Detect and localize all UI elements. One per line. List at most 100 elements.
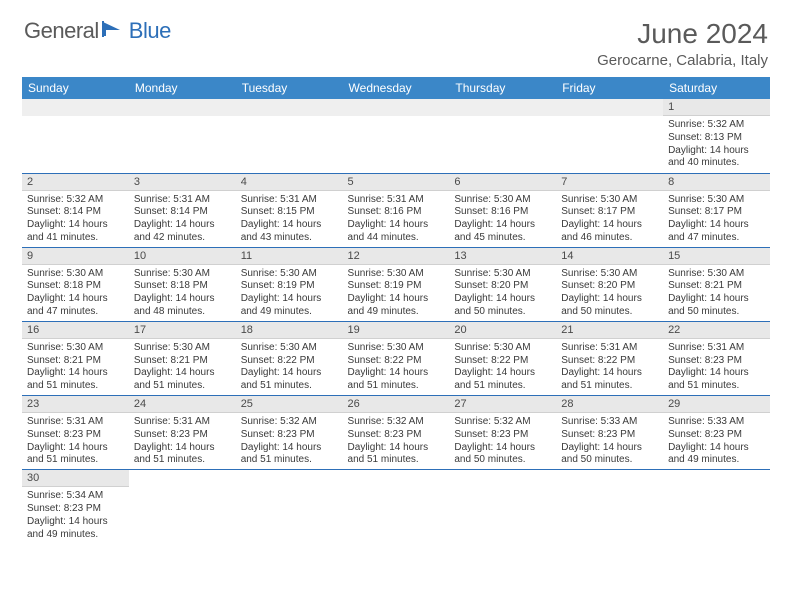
calendar-cell: 28Sunrise: 5:33 AMSunset: 8:23 PMDayligh… — [556, 396, 663, 470]
day-number: 2 — [22, 174, 129, 191]
day-details: Sunrise: 5:30 AMSunset: 8:21 PMDaylight:… — [663, 265, 770, 321]
day-number: 13 — [449, 248, 556, 265]
day-details: Sunrise: 5:32 AMSunset: 8:14 PMDaylight:… — [22, 191, 129, 247]
day-number: 3 — [129, 174, 236, 191]
calendar-cell: 12Sunrise: 5:30 AMSunset: 8:19 PMDayligh… — [343, 247, 450, 321]
day-number: 9 — [22, 248, 129, 265]
day-number: 4 — [236, 174, 343, 191]
calendar-cell: 15Sunrise: 5:30 AMSunset: 8:21 PMDayligh… — [663, 247, 770, 321]
calendar-head: SundayMondayTuesdayWednesdayThursdayFrid… — [22, 77, 770, 99]
day-number: 25 — [236, 396, 343, 413]
calendar-cell — [449, 470, 556, 544]
calendar-table: SundayMondayTuesdayWednesdayThursdayFrid… — [22, 77, 770, 544]
calendar-cell: 6Sunrise: 5:30 AMSunset: 8:16 PMDaylight… — [449, 173, 556, 247]
day-details: Sunrise: 5:33 AMSunset: 8:23 PMDaylight:… — [663, 413, 770, 469]
day-details: Sunrise: 5:30 AMSunset: 8:16 PMDaylight:… — [449, 191, 556, 247]
calendar-cell — [129, 99, 236, 173]
weekday-header: Saturday — [663, 77, 770, 99]
calendar-cell — [22, 99, 129, 173]
day-number: 28 — [556, 396, 663, 413]
calendar-cell: 8Sunrise: 5:30 AMSunset: 8:17 PMDaylight… — [663, 173, 770, 247]
day-number: 11 — [236, 248, 343, 265]
calendar-row: 9Sunrise: 5:30 AMSunset: 8:18 PMDaylight… — [22, 247, 770, 321]
day-details: Sunrise: 5:30 AMSunset: 8:18 PMDaylight:… — [129, 265, 236, 321]
day-details: Sunrise: 5:31 AMSunset: 8:23 PMDaylight:… — [22, 413, 129, 469]
day-number: 17 — [129, 322, 236, 339]
day-number: 21 — [556, 322, 663, 339]
day-details: Sunrise: 5:30 AMSunset: 8:17 PMDaylight:… — [663, 191, 770, 247]
day-number: 22 — [663, 322, 770, 339]
calendar-cell: 14Sunrise: 5:30 AMSunset: 8:20 PMDayligh… — [556, 247, 663, 321]
calendar-cell: 22Sunrise: 5:31 AMSunset: 8:23 PMDayligh… — [663, 321, 770, 395]
calendar-cell: 23Sunrise: 5:31 AMSunset: 8:23 PMDayligh… — [22, 396, 129, 470]
day-details: Sunrise: 5:31 AMSunset: 8:14 PMDaylight:… — [129, 191, 236, 247]
calendar-cell — [343, 99, 450, 173]
location: Gerocarne, Calabria, Italy — [597, 52, 768, 69]
calendar-cell — [129, 470, 236, 544]
calendar-cell: 26Sunrise: 5:32 AMSunset: 8:23 PMDayligh… — [343, 396, 450, 470]
weekday-header: Friday — [556, 77, 663, 99]
day-details: Sunrise: 5:32 AMSunset: 8:23 PMDaylight:… — [343, 413, 450, 469]
day-number: 30 — [22, 470, 129, 487]
calendar-cell — [236, 470, 343, 544]
calendar-cell: 4Sunrise: 5:31 AMSunset: 8:15 PMDaylight… — [236, 173, 343, 247]
day-details: Sunrise: 5:31 AMSunset: 8:16 PMDaylight:… — [343, 191, 450, 247]
day-number: 16 — [22, 322, 129, 339]
calendar-cell — [556, 470, 663, 544]
day-number: 18 — [236, 322, 343, 339]
day-number: 10 — [129, 248, 236, 265]
flag-icon — [102, 19, 126, 44]
day-number: 7 — [556, 174, 663, 191]
title-block: June 2024 Gerocarne, Calabria, Italy — [597, 18, 768, 69]
calendar-cell: 20Sunrise: 5:30 AMSunset: 8:22 PMDayligh… — [449, 321, 556, 395]
day-details: Sunrise: 5:30 AMSunset: 8:21 PMDaylight:… — [22, 339, 129, 395]
calendar-cell: 18Sunrise: 5:30 AMSunset: 8:22 PMDayligh… — [236, 321, 343, 395]
day-number: 23 — [22, 396, 129, 413]
calendar-row: 30Sunrise: 5:34 AMSunset: 8:23 PMDayligh… — [22, 470, 770, 544]
logo: General Blue — [24, 18, 171, 44]
calendar-cell: 13Sunrise: 5:30 AMSunset: 8:20 PMDayligh… — [449, 247, 556, 321]
day-details: Sunrise: 5:31 AMSunset: 8:23 PMDaylight:… — [129, 413, 236, 469]
calendar-cell: 10Sunrise: 5:30 AMSunset: 8:18 PMDayligh… — [129, 247, 236, 321]
day-number: 24 — [129, 396, 236, 413]
weekday-header: Monday — [129, 77, 236, 99]
calendar-cell: 2Sunrise: 5:32 AMSunset: 8:14 PMDaylight… — [22, 173, 129, 247]
day-details: Sunrise: 5:30 AMSunset: 8:19 PMDaylight:… — [343, 265, 450, 321]
day-details: Sunrise: 5:34 AMSunset: 8:23 PMDaylight:… — [22, 487, 129, 543]
day-number: 5 — [343, 174, 450, 191]
weekday-header: Thursday — [449, 77, 556, 99]
day-details: Sunrise: 5:30 AMSunset: 8:22 PMDaylight:… — [236, 339, 343, 395]
weekday-header: Tuesday — [236, 77, 343, 99]
calendar-body: 1Sunrise: 5:32 AMSunset: 8:13 PMDaylight… — [22, 99, 770, 544]
day-details: Sunrise: 5:31 AMSunset: 8:23 PMDaylight:… — [663, 339, 770, 395]
calendar-cell — [449, 99, 556, 173]
day-number: 26 — [343, 396, 450, 413]
calendar-row: 16Sunrise: 5:30 AMSunset: 8:21 PMDayligh… — [22, 321, 770, 395]
day-details: Sunrise: 5:30 AMSunset: 8:20 PMDaylight:… — [556, 265, 663, 321]
day-number: 8 — [663, 174, 770, 191]
calendar-cell: 9Sunrise: 5:30 AMSunset: 8:18 PMDaylight… — [22, 247, 129, 321]
calendar-row: 1Sunrise: 5:32 AMSunset: 8:13 PMDaylight… — [22, 99, 770, 173]
calendar-cell: 19Sunrise: 5:30 AMSunset: 8:22 PMDayligh… — [343, 321, 450, 395]
day-details: Sunrise: 5:31 AMSunset: 8:22 PMDaylight:… — [556, 339, 663, 395]
calendar-cell: 17Sunrise: 5:30 AMSunset: 8:21 PMDayligh… — [129, 321, 236, 395]
calendar-cell: 11Sunrise: 5:30 AMSunset: 8:19 PMDayligh… — [236, 247, 343, 321]
calendar-cell: 29Sunrise: 5:33 AMSunset: 8:23 PMDayligh… — [663, 396, 770, 470]
calendar-cell: 7Sunrise: 5:30 AMSunset: 8:17 PMDaylight… — [556, 173, 663, 247]
month-title: June 2024 — [597, 18, 768, 50]
day-number: 19 — [343, 322, 450, 339]
calendar-cell: 25Sunrise: 5:32 AMSunset: 8:23 PMDayligh… — [236, 396, 343, 470]
day-details: Sunrise: 5:32 AMSunset: 8:13 PMDaylight:… — [663, 116, 770, 172]
calendar-cell: 5Sunrise: 5:31 AMSunset: 8:16 PMDaylight… — [343, 173, 450, 247]
day-details: Sunrise: 5:30 AMSunset: 8:22 PMDaylight:… — [343, 339, 450, 395]
calendar-cell — [236, 99, 343, 173]
day-details: Sunrise: 5:33 AMSunset: 8:23 PMDaylight:… — [556, 413, 663, 469]
calendar-cell: 21Sunrise: 5:31 AMSunset: 8:22 PMDayligh… — [556, 321, 663, 395]
calendar-cell: 27Sunrise: 5:32 AMSunset: 8:23 PMDayligh… — [449, 396, 556, 470]
day-details: Sunrise: 5:30 AMSunset: 8:17 PMDaylight:… — [556, 191, 663, 247]
header: General Blue June 2024 Gerocarne, Calabr… — [0, 0, 792, 71]
day-details: Sunrise: 5:30 AMSunset: 8:20 PMDaylight:… — [449, 265, 556, 321]
calendar-cell — [556, 99, 663, 173]
weekday-header: Sunday — [22, 77, 129, 99]
calendar-row: 2Sunrise: 5:32 AMSunset: 8:14 PMDaylight… — [22, 173, 770, 247]
